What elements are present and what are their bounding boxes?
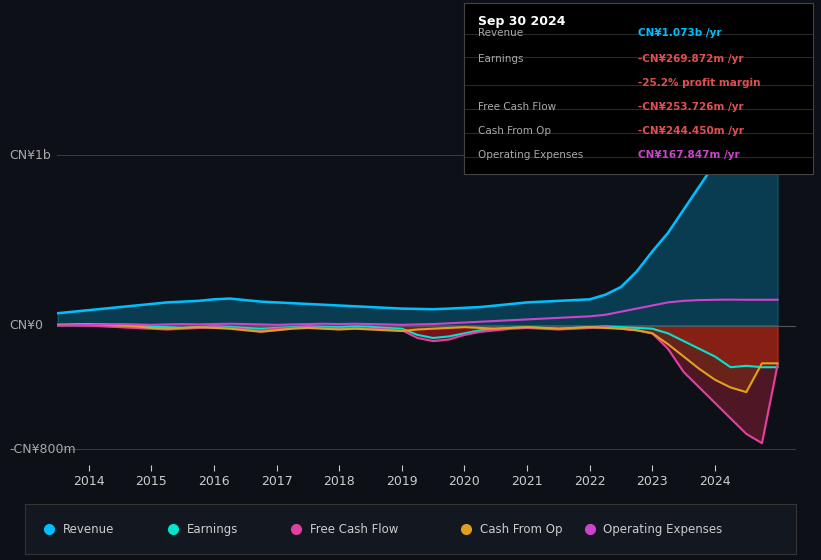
Text: Cash From Op: Cash From Op [480,522,562,536]
Text: CN¥1b: CN¥1b [10,149,51,162]
Text: Operating Expenses: Operating Expenses [603,522,722,536]
Text: CN¥1.073b /yr: CN¥1.073b /yr [639,29,722,39]
Text: CN¥0: CN¥0 [10,319,44,332]
Text: Free Cash Flow: Free Cash Flow [478,102,556,112]
Text: Free Cash Flow: Free Cash Flow [310,522,398,536]
Text: -CN¥269.872m /yr: -CN¥269.872m /yr [639,54,744,64]
Text: -CN¥253.726m /yr: -CN¥253.726m /yr [639,102,744,112]
Text: -CN¥800m: -CN¥800m [10,443,76,456]
Text: -CN¥244.450m /yr: -CN¥244.450m /yr [639,126,744,136]
Text: -25.2% profit margin: -25.2% profit margin [639,78,761,88]
Text: Sep 30 2024: Sep 30 2024 [478,15,566,28]
Text: Operating Expenses: Operating Expenses [478,150,583,160]
Text: CN¥167.847m /yr: CN¥167.847m /yr [639,150,740,160]
Text: Revenue: Revenue [63,522,115,536]
Text: Cash From Op: Cash From Op [478,126,551,136]
Text: Earnings: Earnings [186,522,238,536]
Text: Revenue: Revenue [478,29,523,39]
Text: Earnings: Earnings [478,54,523,64]
